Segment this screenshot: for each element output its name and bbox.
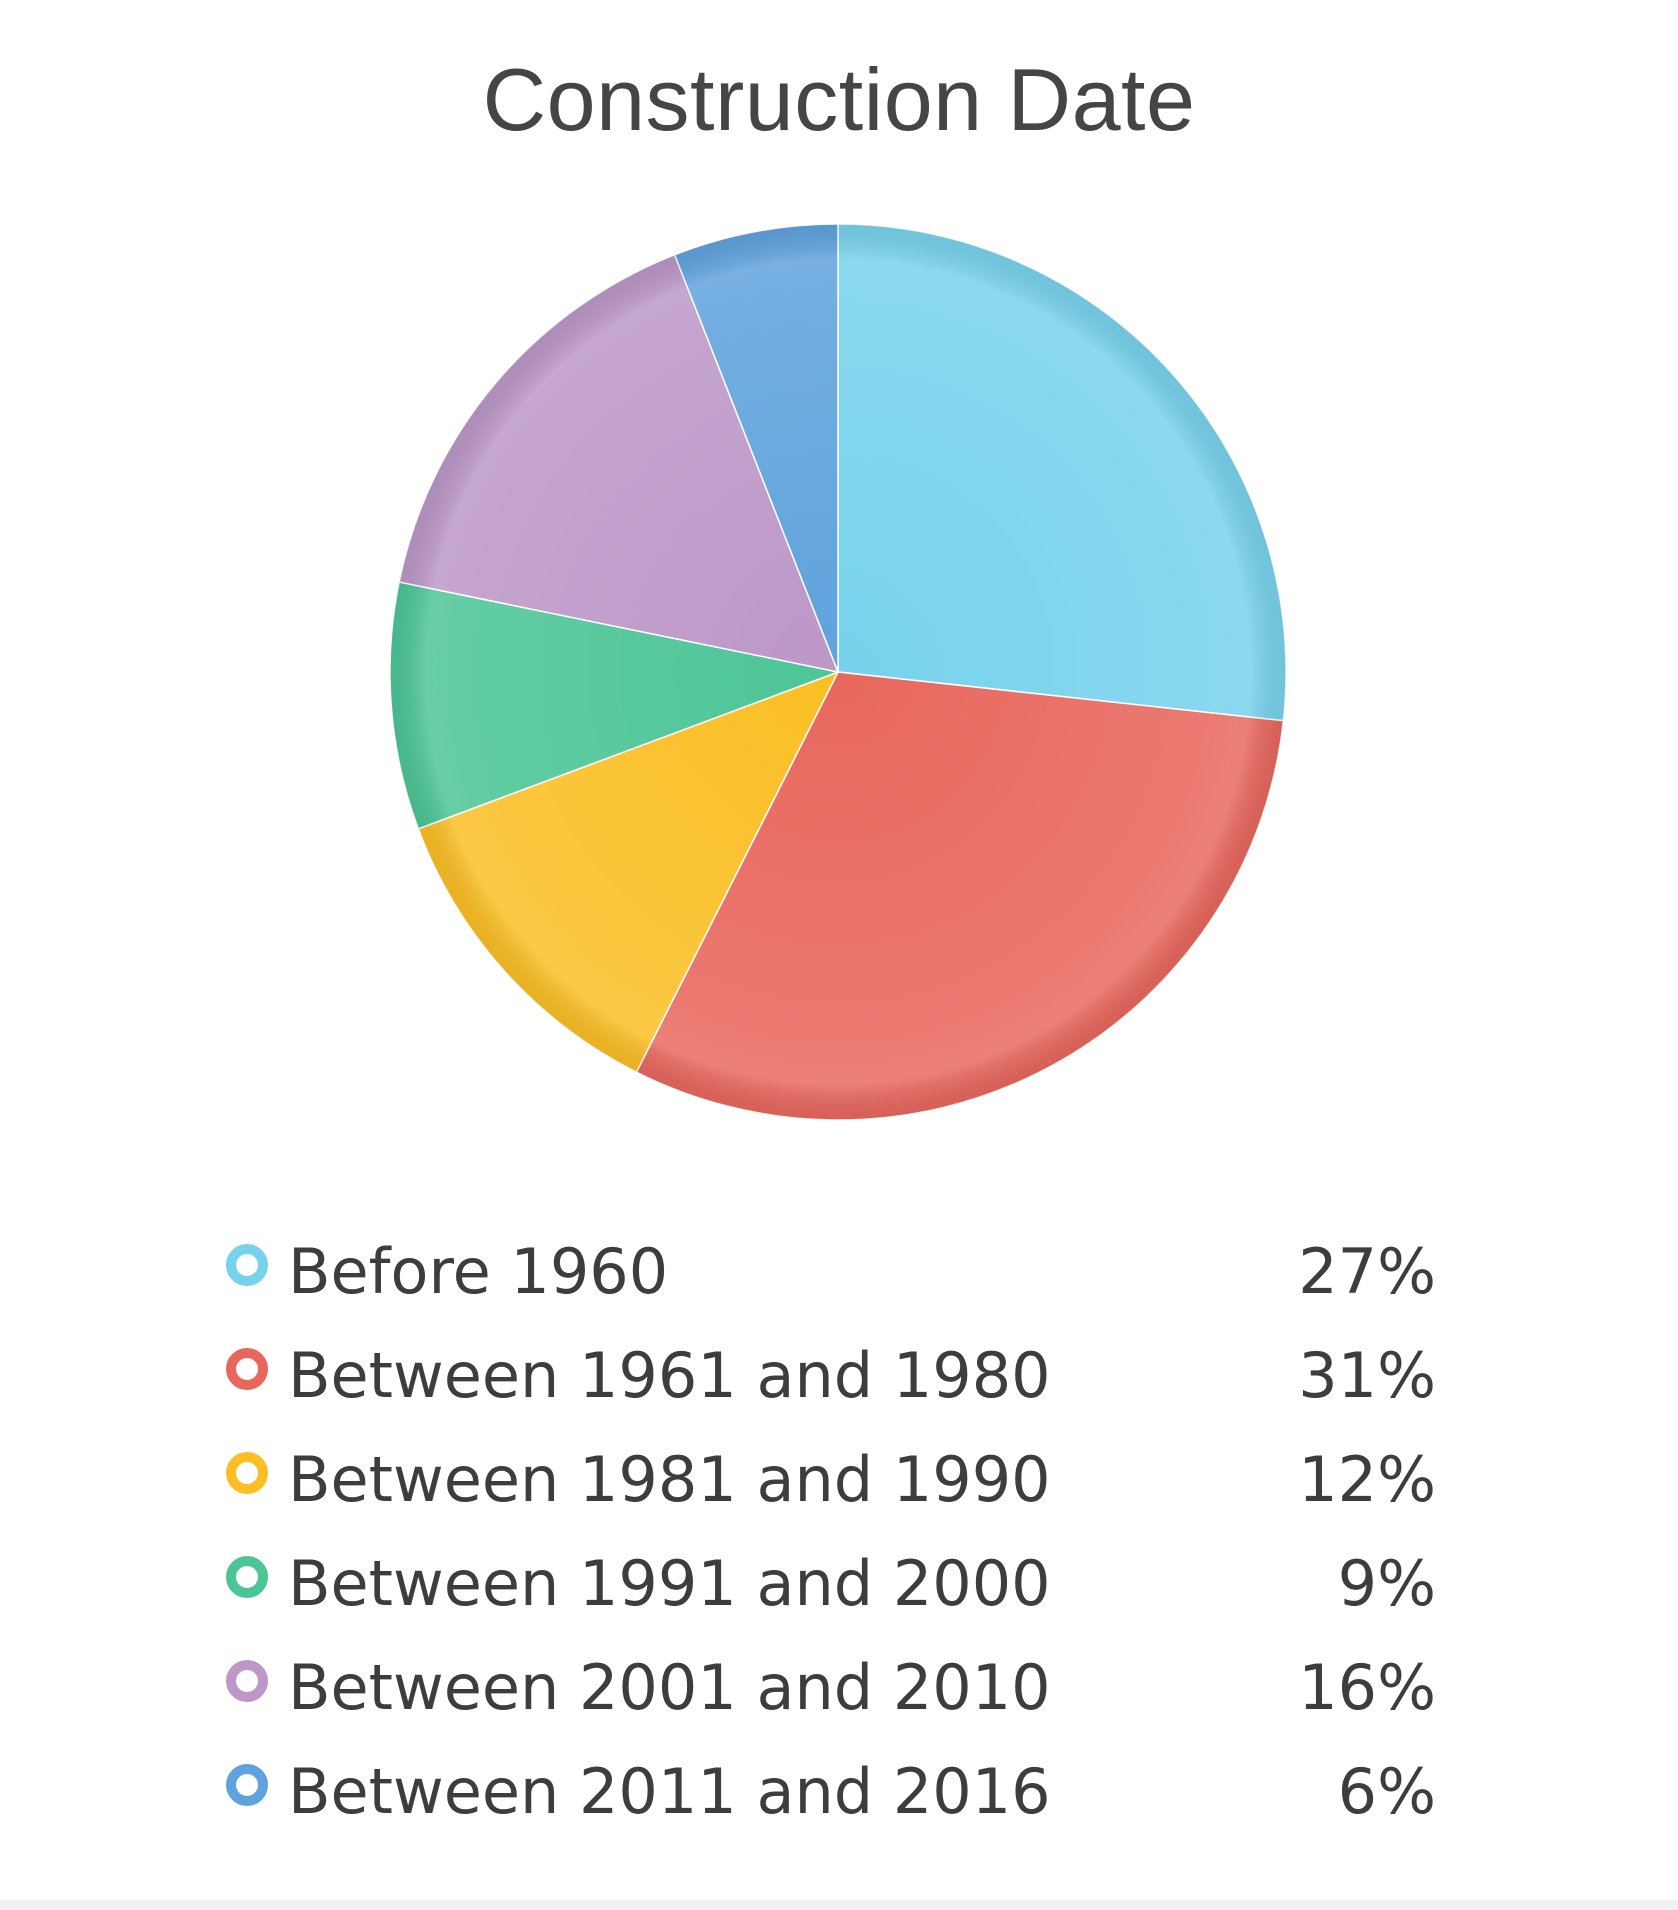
legend-label: Between 1981 and 1990	[288, 1443, 1051, 1516]
legend-marker-icon	[226, 1660, 268, 1702]
pie-slice[interactable]	[837, 223, 1287, 722]
legend: Before 1960 27% Between 1961 and 1980 31% Be…	[222, 1220, 1436, 1844]
legend-label: Between 2001 and 2010	[288, 1651, 1051, 1724]
legend-item[interactable]: Between 1961 and 1980 31%	[222, 1324, 1436, 1428]
legend-marker-icon	[226, 1764, 268, 1806]
legend-value: 9%	[1337, 1547, 1436, 1620]
legend-item[interactable]: Between 2011 and 2016 6%	[222, 1740, 1436, 1844]
legend-item[interactable]: Between 2001 and 2010 16%	[222, 1636, 1436, 1740]
legend-value: 16%	[1298, 1651, 1436, 1724]
chart-title: Construction Date	[482, 50, 1196, 149]
legend-item[interactable]: Between 1981 and 1990 12%	[222, 1428, 1436, 1532]
pie-slices	[389, 223, 1287, 1121]
legend-value: 6%	[1337, 1755, 1436, 1828]
legend-item[interactable]: Before 1960 27%	[222, 1220, 1436, 1324]
legend-marker-icon	[226, 1452, 268, 1494]
legend-label: Between 1991 and 2000	[288, 1547, 1051, 1620]
legend-value: 27%	[1298, 1235, 1436, 1308]
pie-chart	[389, 223, 1287, 1121]
legend-label: Before 1960	[288, 1235, 669, 1308]
legend-label: Between 1961 and 1980	[288, 1339, 1051, 1412]
legend-marker-icon	[226, 1244, 268, 1286]
legend-value: 31%	[1298, 1339, 1436, 1412]
legend-item[interactable]: Between 1991 and 2000 9%	[222, 1532, 1436, 1636]
legend-value: 12%	[1298, 1443, 1436, 1516]
legend-marker-icon	[226, 1348, 268, 1390]
legend-label: Between 2011 and 2016	[288, 1755, 1051, 1828]
legend-marker-icon	[226, 1556, 268, 1598]
